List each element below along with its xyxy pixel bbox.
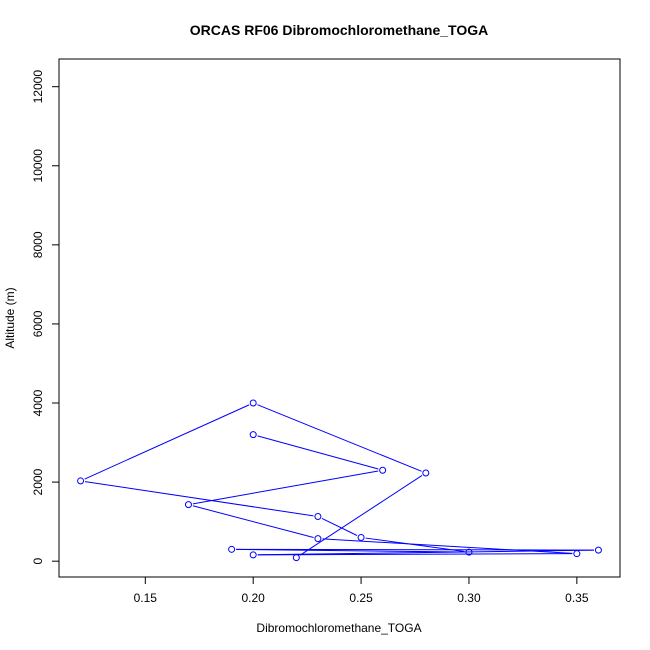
y-tick-label: 12000 xyxy=(31,70,45,104)
data-point xyxy=(573,550,581,558)
data-point xyxy=(314,513,322,521)
data-point xyxy=(465,548,473,556)
y-tick-label: 10000 xyxy=(31,149,45,183)
series-segment xyxy=(257,553,573,556)
data-point xyxy=(77,477,85,485)
data-point xyxy=(594,546,602,554)
data-point xyxy=(249,551,257,559)
data-point xyxy=(422,469,430,477)
series-segment xyxy=(192,470,379,505)
data-point xyxy=(249,431,257,439)
x-tick-label: 0.25 xyxy=(349,591,373,605)
series-layer xyxy=(77,399,602,562)
data-point xyxy=(379,466,387,474)
series-segment xyxy=(236,548,594,551)
data-point xyxy=(314,535,322,543)
series-segment xyxy=(299,475,423,556)
plot-area xyxy=(58,58,621,578)
series-segment xyxy=(257,435,379,470)
y-axis: 0 2000 4000 6000 8000 10000 12000 xyxy=(31,70,60,565)
y-tick-label: 2000 xyxy=(31,468,45,495)
x-axis: 0.15 0.20 0.25 0.30 0.35 xyxy=(134,576,589,605)
x-tick-label: 0.20 xyxy=(242,591,266,605)
data-point xyxy=(357,533,365,541)
x-tick-label: 0.15 xyxy=(134,591,158,605)
x-tick-label: 0.35 xyxy=(565,591,589,605)
data-point xyxy=(249,399,257,407)
series-segment xyxy=(321,518,358,536)
data-point xyxy=(292,554,300,562)
series-segment xyxy=(322,538,573,554)
y-tick-label: 8000 xyxy=(31,231,45,258)
data-point xyxy=(184,501,192,509)
x-axis-label: Dibromochloromethane_TOGA xyxy=(256,621,421,635)
x-tick-label: 0.30 xyxy=(457,591,481,605)
series-segment xyxy=(257,404,422,472)
y-tick-label: 0 xyxy=(31,558,45,565)
y-axis-label: Altitude (m) xyxy=(3,287,17,348)
chart-title: ORCAS RF06 Dibromochloromethane_TOGA xyxy=(190,22,488,38)
series-segment xyxy=(192,505,314,538)
y-tick-label: 6000 xyxy=(31,310,45,337)
data-point xyxy=(228,545,236,553)
y-tick-label: 4000 xyxy=(31,389,45,416)
series-segment xyxy=(84,404,250,480)
series-segment xyxy=(84,481,314,517)
